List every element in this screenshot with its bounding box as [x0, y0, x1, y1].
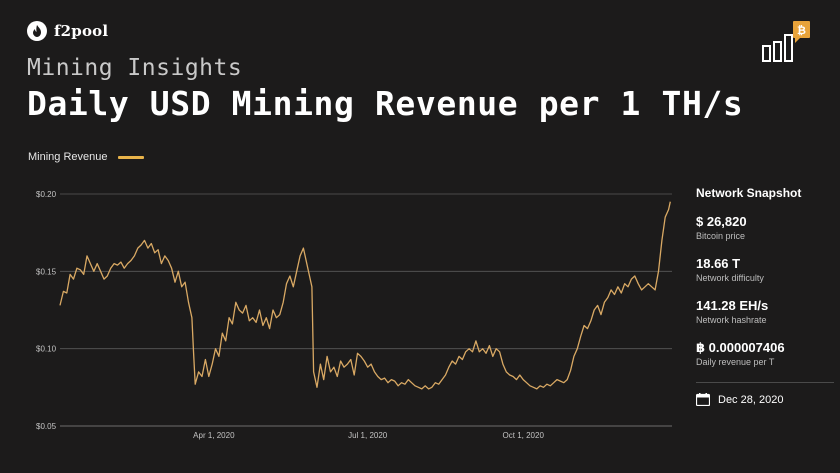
flame-logo-icon [27, 21, 47, 41]
stat-label: Network hashrate [696, 315, 767, 325]
x-tick-label: Apr 1, 2020 [193, 431, 235, 440]
chart-legend[interactable]: Mining Revenue [28, 151, 144, 163]
network-snapshot-panel: Network Snapshot $ 26,820 Bitcoin price … [696, 186, 836, 406]
y-axis-ticks: $0.05 $0.10 $0.15 $0.20 [36, 190, 57, 431]
svg-text:₿: ₿ [797, 24, 806, 37]
x-tick-label: Jul 1, 2020 [348, 431, 388, 440]
y-tick-label: $0.10 [36, 345, 57, 354]
legend-label: Mining Revenue [28, 151, 108, 163]
stat-value: $ 26,820 [696, 214, 747, 229]
page-title: Daily USD Mining Revenue per 1 TH/s [27, 84, 744, 123]
revenue-line-chart[interactable]: $0.05 $0.10 $0.15 $0.20 Apr 1, 2020 Jul 1, 2… [0, 180, 690, 440]
stat-label: Network difficulty [696, 273, 764, 283]
stat-value: 18.66 T [696, 256, 741, 271]
stat-label: Daily revenue per T [696, 357, 775, 367]
y-tick-label: $0.20 [36, 190, 57, 199]
snapshot-divider [696, 382, 834, 383]
snapshot-date: Dec 28, 2020 [696, 393, 836, 406]
series-line-mining-revenue [59, 201, 671, 390]
stat-bitcoin-price: $ 26,820 Bitcoin price [696, 214, 836, 241]
stat-label: Bitcoin price [696, 231, 746, 241]
brand-logo: f2pool [27, 21, 108, 41]
stat-network-hashrate: 141.28 EH/s Network hashrate [696, 298, 836, 325]
brand-name: f2pool [54, 22, 109, 40]
x-axis-ticks: Apr 1, 2020 Jul 1, 2020 Oct 1, 2020 [193, 431, 544, 440]
stat-daily-revenue: ฿ 0.000007406 Daily revenue per T [696, 340, 836, 367]
snapshot-date-text: Dec 28, 2020 [718, 393, 784, 406]
x-tick-label: Oct 1, 2020 [503, 431, 545, 440]
snapshot-heading: Network Snapshot [696, 186, 802, 200]
stat-value: 141.28 EH/s [696, 298, 769, 313]
legend-swatch [117, 155, 144, 159]
chart-grid [60, 193, 672, 427]
stat-value: ฿ 0.000007406 [696, 340, 785, 355]
page-subtitle: Mining Insights [27, 55, 243, 81]
calendar-icon [696, 393, 710, 406]
y-tick-label: $0.05 [36, 422, 57, 431]
y-tick-label: $0.15 [36, 267, 57, 276]
stat-network-difficulty: 18.66 T Network difficulty [696, 256, 836, 283]
bar-chart-bitcoin-icon: ₿ [762, 21, 810, 62]
